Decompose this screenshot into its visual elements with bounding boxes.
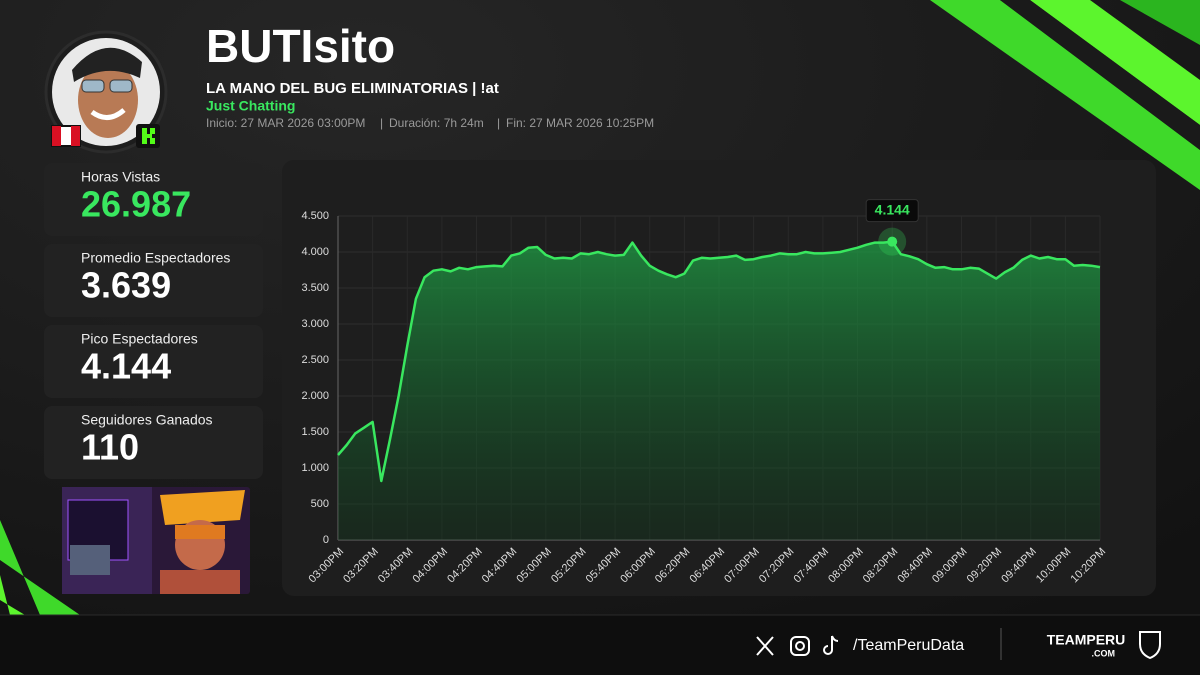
stat-card bbox=[44, 163, 263, 236]
stat-card bbox=[44, 406, 263, 479]
end-time: Fin: 27 MAR 2026 10:25PM bbox=[506, 116, 654, 130]
social-icons bbox=[756, 635, 839, 656]
y-tick-label: 2.000 bbox=[301, 390, 329, 402]
brand: TEAMPERU bbox=[1047, 632, 1126, 648]
brand-logo bbox=[1139, 631, 1161, 660]
stat-label: Horas Vistas bbox=[81, 169, 160, 185]
stream-thumbnail bbox=[62, 487, 250, 594]
duration: Duración: 7h 24m bbox=[389, 116, 484, 130]
footer bbox=[0, 615, 1200, 675]
y-tick-label: 0 bbox=[323, 534, 329, 546]
stat-label: Seguidores Ganados bbox=[81, 412, 213, 428]
avatar bbox=[44, 30, 168, 154]
y-tick-label: 4.000 bbox=[301, 246, 329, 258]
area-fill bbox=[338, 241, 1100, 540]
streamer-name: BUTIsito bbox=[206, 20, 395, 72]
decoration bbox=[0, 0, 1200, 615]
line bbox=[337, 240, 1101, 483]
social-handle: /TeamPeruData bbox=[853, 637, 964, 654]
peak-marker bbox=[887, 236, 898, 247]
stat-label: Pico Espectadores bbox=[81, 331, 198, 347]
tooltip-box bbox=[865, 199, 919, 223]
start-time: Inicio: 27 MAR 2026 03:00PM bbox=[206, 116, 365, 130]
y-tick-label: 500 bbox=[311, 498, 329, 510]
stat-value: 4.144 bbox=[81, 346, 171, 387]
y-tick-label: 1.500 bbox=[301, 426, 329, 438]
stat-card bbox=[44, 244, 263, 317]
y-tick-label: 3.500 bbox=[301, 282, 329, 294]
stat-cards: Horas Vistas 26.987 Promedio Espectadore… bbox=[44, 163, 263, 479]
y-tick-label: 3.000 bbox=[301, 318, 329, 330]
y-tick-label: 4.500 bbox=[301, 210, 329, 222]
y-tick-label: 1.000 bbox=[301, 462, 329, 474]
stat-label: Promedio Espectadores bbox=[81, 250, 230, 266]
stream-title: LA MANO DEL BUG ELIMINATORIAS | !at bbox=[206, 80, 499, 97]
stat-value: 3.639 bbox=[81, 265, 171, 306]
separator: | bbox=[497, 116, 500, 130]
stat-value: 110 bbox=[81, 427, 139, 468]
stat-card bbox=[44, 325, 263, 398]
brand-suffix: .COM bbox=[1092, 648, 1116, 658]
stat-value: 26.987 bbox=[81, 184, 191, 225]
category: Just Chatting bbox=[206, 98, 295, 114]
y-tick-label: 2.500 bbox=[301, 354, 329, 366]
data-label: 4.144 bbox=[875, 201, 910, 217]
separator: | bbox=[380, 116, 383, 130]
